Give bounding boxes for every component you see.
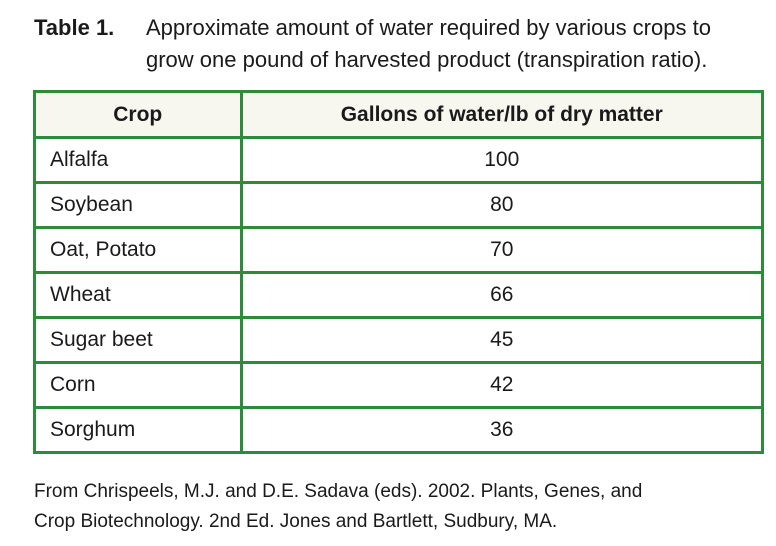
crop-cell: Oat, Potato: [36, 226, 243, 274]
caption-line-2: grow one pound of harvested product (tra…: [146, 47, 708, 72]
data-table-frame: Crop Gallons of water/lb of dry matter A…: [33, 90, 764, 454]
table-row: Sugar beet 45: [36, 316, 761, 364]
value-cell: 80: [239, 181, 761, 229]
table-row: Soybean 80: [36, 181, 761, 229]
source-line-2: Crop Biotechnology. 2nd Ed. Jones and Ba…: [34, 511, 558, 532]
crop-cell: Sugar beet: [36, 316, 243, 364]
table-row: Oat, Potato 70: [36, 226, 761, 274]
table-row: Sorghum 36: [36, 406, 761, 451]
table-header-row: Crop Gallons of water/lb of dry matter: [36, 93, 761, 139]
table-row: Corn 42: [36, 361, 761, 409]
crop-cell: Corn: [36, 361, 243, 409]
caption-label: Table 1.: [34, 15, 115, 40]
header-gallons: Gallons of water/lb of dry matter: [239, 93, 761, 139]
water-requirement-table: Crop Gallons of water/lb of dry matter A…: [36, 93, 761, 451]
crop-cell: Alfalfa: [36, 136, 243, 184]
crop-cell: Soybean: [36, 181, 243, 229]
value-cell: 66: [239, 271, 761, 319]
value-cell: 42: [239, 361, 761, 409]
value-cell: 36: [239, 406, 761, 451]
value-cell: 100: [239, 136, 761, 184]
value-cell: 45: [239, 316, 761, 364]
value-cell: 70: [239, 226, 761, 274]
caption-line-1: Approximate amount of water required by …: [146, 15, 711, 40]
crop-cell: Sorghum: [36, 406, 243, 451]
crop-cell: Wheat: [36, 271, 243, 319]
table-row: Alfalfa 100: [36, 136, 761, 184]
caption-text: Approximate amount of water required by …: [146, 12, 772, 76]
table-row: Wheat 66: [36, 271, 761, 319]
header-crop: Crop: [36, 93, 243, 139]
source-citation: From Chrispeels, M.J. and D.E. Sadava (e…: [34, 477, 774, 537]
source-line-1: From Chrispeels, M.J. and D.E. Sadava (e…: [34, 481, 643, 502]
